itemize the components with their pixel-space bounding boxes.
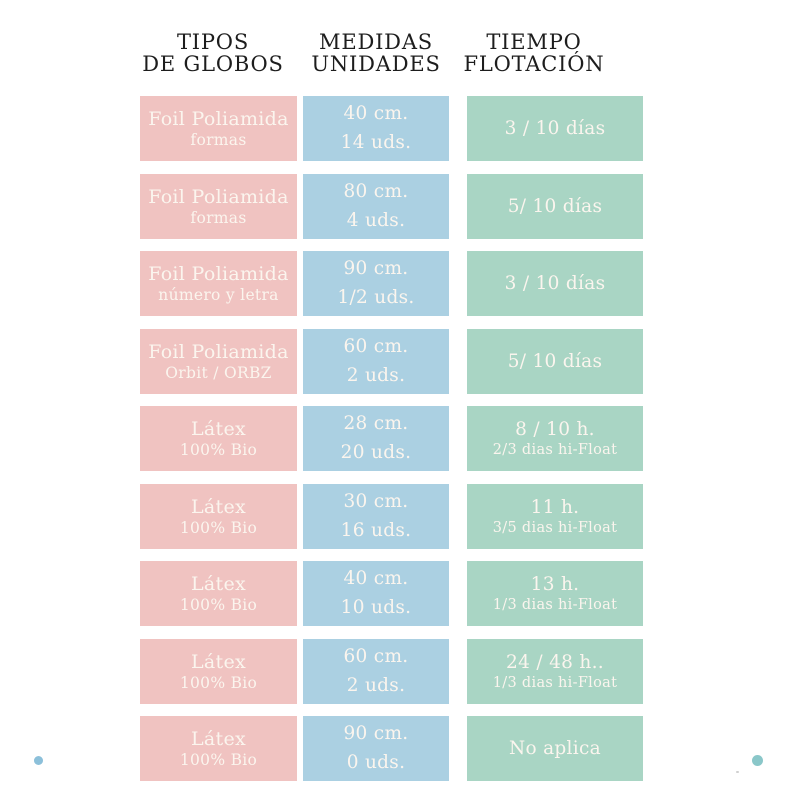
decor-dot-bottom-left (34, 756, 43, 765)
column-header-tiempo: TIEMPO FLOTACIÓN (424, 31, 644, 75)
units-value: 20 uds. (340, 442, 412, 463)
float-time-value: 24 / 48 h.. (506, 651, 604, 673)
size-value: 90 cm. (343, 723, 409, 744)
table-row: Látex 100% Bio 28 cm. 20 uds. 8 / 10 h. … (0, 406, 800, 471)
float-time-cell: 3 / 10 días (467, 251, 643, 316)
balloon-type-variant: 100% Bio (179, 673, 258, 692)
float-time-cell: 13 h. 1/3 dias hi-Float (467, 561, 643, 626)
table-row: Látex 100% Bio 60 cm. 2 uds. 24 / 48 h..… (0, 638, 800, 704)
size-value: 28 cm. (343, 413, 409, 434)
table-rows: Foil Poliamida formas 40 cm. 14 uds. 3 /… (0, 96, 800, 794)
size-units-cell: 40 cm. 14 uds. (303, 96, 449, 161)
units-value: 1/2 uds. (337, 287, 415, 308)
float-time-cell: No aplica (467, 716, 643, 781)
balloon-type-name: Foil Poliamida (148, 263, 289, 285)
balloon-type-name: Látex (190, 573, 247, 595)
balloon-type-name: Látex (190, 418, 247, 440)
float-time-value: 5/ 10 días (507, 195, 603, 217)
units-value: 16 uds. (340, 519, 412, 541)
balloon-type-cell: Foil Poliamida formas (140, 96, 297, 161)
size-value: 30 cm. (343, 490, 409, 512)
size-units-cell: 90 cm. 0 uds. (303, 716, 449, 781)
balloon-type-name: Látex (190, 495, 247, 518)
balloon-type-variant: 100% Bio (179, 441, 258, 459)
float-time-value: 3 / 10 días (504, 118, 606, 139)
size-units-cell: 30 cm. 16 uds. (303, 483, 449, 549)
balloon-type-cell: Foil Poliamida formas (140, 173, 297, 239)
float-time-cell: 8 / 10 h. 2/3 dias hi-Float (467, 406, 643, 471)
size-value: 60 cm. (343, 645, 409, 667)
units-value: 10 uds. (340, 597, 412, 618)
size-value: 90 cm. (343, 258, 409, 279)
balloon-type-cell: Látex 100% Bio (140, 406, 297, 471)
column-header-medidas-line1: MEDIDAS (319, 30, 433, 54)
float-time-cell: 3 / 10 días (467, 96, 643, 161)
size-units-cell: 60 cm. 2 uds. (303, 638, 449, 704)
balloon-type-cell: Látex 100% Bio (140, 483, 297, 549)
column-header-tipos-line2: DE GLOBOS (142, 52, 284, 76)
column-header-tiempo-line2: FLOTACIÓN (463, 52, 605, 76)
float-time-note: 2/3 dias hi-Float (492, 442, 618, 458)
balloon-type-variant: 100% Bio (179, 518, 258, 537)
units-value: 4 uds. (346, 209, 406, 231)
balloon-type-variant: 100% Bio (179, 596, 258, 614)
balloon-type-variant: número y letra (158, 286, 279, 304)
float-time-note: 1/3 dias hi-Float (492, 597, 618, 613)
float-time-note: 1/3 dias hi-Float (492, 674, 618, 691)
balloon-type-name: Látex (190, 728, 247, 750)
size-value: 60 cm. (343, 335, 409, 357)
column-header-medidas-line2: UNIDADES (311, 52, 441, 76)
balloon-type-variant: formas (190, 208, 247, 227)
balloon-type-cell: Látex 100% Bio (140, 561, 297, 626)
table-row: Foil Poliamida número y letra 90 cm. 1/2… (0, 251, 800, 316)
float-time-value: No aplica (508, 738, 601, 759)
balloon-type-cell: Foil Poliamida Orbit / ORBZ (140, 328, 297, 394)
float-time-value: 13 h. (530, 574, 580, 595)
size-units-cell: 60 cm. 2 uds. (303, 328, 449, 394)
decor-speck (736, 771, 739, 773)
size-value: 40 cm. (343, 568, 409, 589)
balloon-type-cell: Látex 100% Bio (140, 716, 297, 781)
float-time-value: 11 h. (530, 496, 580, 518)
float-time-cell: 11 h. 3/5 dias hi-Float (467, 483, 643, 549)
column-header-medidas: MEDIDAS UNIDADES (266, 31, 486, 75)
column-header-tiempo-line1: TIEMPO (486, 30, 582, 54)
table-row: Látex 100% Bio 30 cm. 16 uds. 11 h. 3/5 … (0, 483, 800, 549)
balloon-type-variant: 100% Bio (179, 751, 258, 769)
units-value: 2 uds. (346, 364, 406, 386)
float-time-value: 5/ 10 días (507, 350, 603, 372)
units-value: 2 uds. (346, 674, 406, 696)
balloon-type-name: Foil Poliamida (148, 340, 289, 363)
size-units-cell: 90 cm. 1/2 uds. (303, 251, 449, 316)
table-row: Látex 100% Bio 40 cm. 10 uds. 13 h. 1/3 … (0, 561, 800, 626)
balloon-type-variant: Orbit / ORBZ (165, 363, 272, 382)
decor-dot-bottom-right (752, 755, 763, 766)
balloon-type-cell: Látex 100% Bio (140, 638, 297, 704)
balloon-type-name: Foil Poliamida (148, 185, 289, 208)
float-time-cell: 5/ 10 días (467, 328, 643, 394)
balloon-type-name: Foil Poliamida (148, 108, 289, 130)
float-time-cell: 5/ 10 días (467, 173, 643, 239)
units-value: 14 uds. (340, 132, 412, 153)
float-time-value: 8 / 10 h. (515, 419, 595, 440)
size-units-cell: 80 cm. 4 uds. (303, 173, 449, 239)
column-header-tipos-line1: TIPOS (176, 30, 250, 54)
size-value: 80 cm. (343, 180, 409, 202)
balloon-type-variant: formas (190, 131, 247, 149)
float-time-value: 3 / 10 días (504, 273, 606, 294)
size-units-cell: 28 cm. 20 uds. (303, 406, 449, 471)
float-time-cell: 24 / 48 h.. 1/3 dias hi-Float (467, 638, 643, 704)
table-row: Foil Poliamida Orbit / ORBZ 60 cm. 2 uds… (0, 328, 800, 394)
size-units-cell: 40 cm. 10 uds. (303, 561, 449, 626)
table-row: Látex 100% Bio 90 cm. 0 uds. No aplica (0, 716, 800, 781)
balloon-type-name: Látex (190, 650, 247, 673)
float-time-note: 3/5 dias hi-Float (492, 519, 618, 536)
size-value: 40 cm. (343, 103, 409, 124)
column-header-tipos: TIPOS DE GLOBOS (103, 31, 323, 75)
units-value: 0 uds. (346, 752, 406, 773)
balloon-type-cell: Foil Poliamida número y letra (140, 251, 297, 316)
table-row: Foil Poliamida formas 40 cm. 14 uds. 3 /… (0, 96, 800, 161)
table-row: Foil Poliamida formas 80 cm. 4 uds. 5/ 1… (0, 173, 800, 239)
